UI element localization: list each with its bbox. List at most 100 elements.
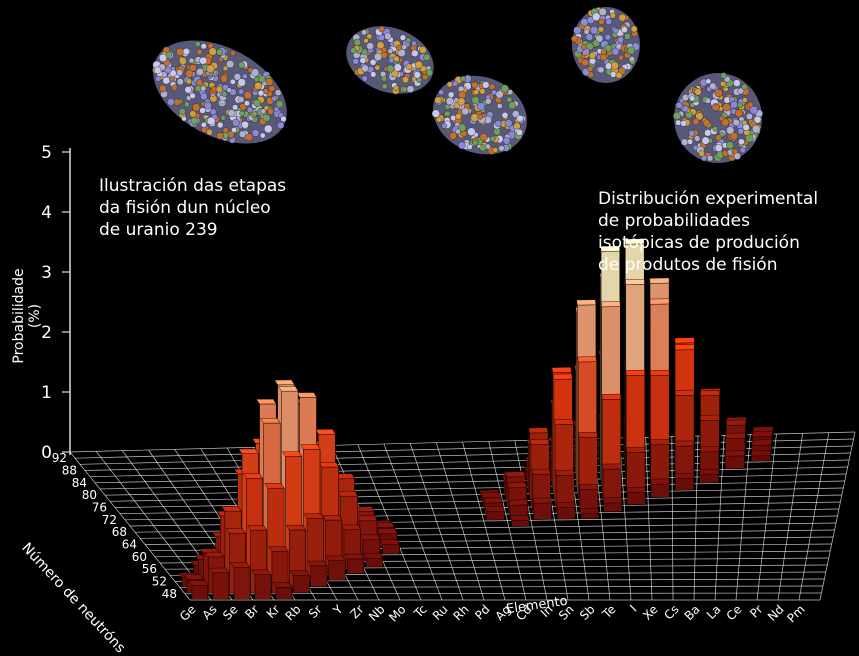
- nucleon: [209, 48, 217, 56]
- nucleon: [497, 103, 502, 108]
- nucleon: [254, 100, 261, 107]
- nucleon: [406, 38, 411, 43]
- nucleon: [183, 48, 190, 55]
- nucleon: [367, 42, 374, 49]
- nucleon: [746, 113, 752, 119]
- bar: [700, 469, 719, 483]
- nucleon: [402, 76, 409, 83]
- nucleon: [715, 145, 722, 152]
- fission-illustration: [136, 7, 763, 167]
- nucleon: [596, 35, 603, 42]
- nucleus-splitting: [337, 15, 538, 168]
- nucleon: [581, 44, 587, 50]
- nucleon: [269, 86, 275, 92]
- nucleon: [238, 89, 243, 94]
- nucleon: [706, 79, 711, 84]
- bar-top: [319, 462, 339, 467]
- bar-top: [726, 433, 746, 439]
- nucleon: [601, 49, 606, 54]
- nucleon: [217, 132, 224, 139]
- bar-top: [323, 515, 342, 520]
- nucleon: [185, 86, 192, 93]
- bar-top: [510, 515, 529, 520]
- nucleon: [467, 128, 475, 136]
- nucleon: [480, 133, 488, 141]
- nucleon: [228, 109, 235, 116]
- nucleon: [242, 74, 247, 79]
- nucleon: [707, 155, 713, 161]
- nucleon: [722, 150, 728, 156]
- nucleon: [415, 61, 422, 68]
- neutron-label: 84: [72, 476, 87, 490]
- caption-right: Distribución experimental de probabilida…: [598, 188, 848, 276]
- nucleon: [710, 83, 717, 90]
- nucleon: [618, 37, 624, 43]
- bar-top: [483, 498, 502, 503]
- nucleon: [190, 93, 196, 99]
- bar-front: [627, 492, 645, 504]
- bar-front: [651, 484, 670, 498]
- nucleon: [182, 116, 187, 121]
- nucleon: [598, 67, 604, 73]
- neutron-label: 48: [162, 587, 177, 601]
- nucleon: [384, 33, 391, 40]
- bar-top: [552, 367, 571, 372]
- nucleon: [216, 49, 222, 55]
- neutron-label: 92: [52, 451, 67, 465]
- bar-top: [675, 390, 694, 396]
- nucleon: [360, 57, 366, 63]
- nucleon: [485, 98, 491, 104]
- bar-top: [188, 581, 208, 586]
- nucleon: [611, 62, 619, 70]
- nucleon: [274, 107, 279, 112]
- nucleon: [204, 102, 212, 110]
- nucleon: [244, 91, 252, 99]
- bar-top: [603, 498, 622, 503]
- nucleon: [681, 120, 687, 126]
- bar-front: [366, 558, 383, 567]
- nucleon: [719, 116, 724, 121]
- nucleon: [458, 142, 465, 149]
- nucleon: [263, 114, 270, 121]
- nucleon: [480, 88, 486, 94]
- y-tick-label: 4: [41, 203, 52, 223]
- nucleon: [207, 129, 213, 135]
- bar-top: [273, 583, 292, 588]
- nucleon: [439, 90, 444, 95]
- bar-top: [751, 450, 771, 456]
- nucleon: [436, 117, 441, 122]
- nucleon: [588, 66, 594, 72]
- nucleon: [446, 97, 454, 105]
- nucleon: [448, 92, 454, 98]
- bar-top: [578, 357, 597, 362]
- nucleon: [230, 79, 235, 84]
- bar-top: [316, 429, 336, 434]
- element-label: Ce: [724, 602, 745, 623]
- nucleon: [689, 130, 695, 136]
- nucleon: [624, 33, 630, 39]
- bar-top: [675, 441, 694, 447]
- nucleon: [414, 72, 421, 79]
- bar-top: [555, 470, 574, 475]
- nucleon: [201, 122, 206, 127]
- nucleon: [582, 59, 589, 66]
- nucleon: [432, 110, 440, 118]
- element-label: Nd: [765, 602, 787, 624]
- bar-top: [239, 449, 259, 454]
- nucleon: [472, 82, 478, 88]
- nucleon: [571, 36, 577, 42]
- nucleon: [501, 85, 509, 93]
- bar: [556, 502, 575, 519]
- element-label: Y: [330, 602, 346, 618]
- y-tick-label: 1: [41, 383, 52, 403]
- nucleon: [238, 79, 246, 87]
- bar-top: [297, 393, 317, 398]
- nucleon: [281, 116, 287, 122]
- bar-front: [675, 478, 694, 490]
- nucleon: [189, 58, 194, 63]
- nucleon: [619, 14, 626, 21]
- element-label: I: [627, 602, 639, 614]
- nucleon: [159, 54, 167, 62]
